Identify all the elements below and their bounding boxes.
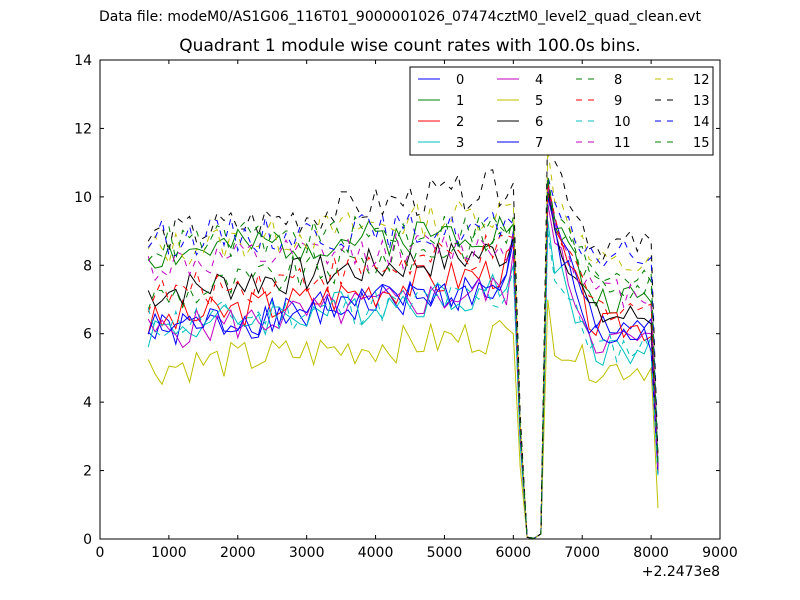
- legend-label-6: 6: [535, 115, 543, 130]
- legend-label-14: 14: [693, 115, 710, 130]
- axes-frame: [99, 59, 721, 540]
- x-tick-label: 0: [96, 545, 105, 561]
- x-tick-label: 8000: [633, 545, 669, 561]
- legend-label-11: 11: [614, 136, 631, 151]
- series-line-6: [147, 186, 659, 539]
- x-tick-label: 3000: [289, 545, 325, 561]
- x-tick-label: 9000: [702, 545, 738, 561]
- legend-label-2: 2: [456, 115, 464, 130]
- x-tick-label: 1000: [151, 545, 187, 561]
- series-layer: [147, 121, 659, 539]
- legend-label-12: 12: [693, 73, 710, 88]
- x-tick-label: 7000: [564, 545, 600, 561]
- x-tick-label: 5000: [427, 545, 463, 561]
- legend-label-5: 5: [535, 94, 543, 109]
- legend-label-8: 8: [614, 73, 622, 88]
- legend-label-1: 1: [456, 94, 464, 109]
- x-tick-label: 2000: [220, 545, 256, 561]
- legend-label-3: 3: [456, 136, 464, 151]
- legend-frame: [409, 66, 714, 156]
- x-offset-label: +2.2473e8: [642, 564, 720, 580]
- legend-label-7: 7: [535, 136, 543, 151]
- y-tick-label: 10: [74, 190, 92, 206]
- y-tick-label: 14: [74, 53, 92, 69]
- x-tick-label: 6000: [496, 545, 532, 561]
- x-tick-label: 4000: [358, 545, 394, 561]
- series-line-10: [147, 231, 659, 539]
- series-line-7: [147, 196, 659, 539]
- series-line-1: [147, 179, 659, 539]
- y-tick-label: 0: [83, 532, 92, 548]
- series-line-13: [147, 121, 659, 539]
- y-tick-label: 6: [83, 327, 92, 343]
- legend-label-15: 15: [693, 136, 710, 151]
- series-line-11: [147, 186, 659, 539]
- legend-label-13: 13: [693, 94, 710, 109]
- series-line-14: [147, 176, 659, 539]
- legend-label-9: 9: [614, 94, 622, 109]
- series-line-2: [147, 193, 659, 539]
- legend-label-4: 4: [535, 73, 543, 88]
- y-tick-label: 2: [83, 464, 92, 480]
- series-line-15: [147, 176, 659, 539]
- chart-title: Quadrant 1 module wise count rates with …: [179, 36, 641, 56]
- series-line-0: [147, 186, 659, 539]
- y-tick-label: 8: [83, 258, 92, 274]
- y-tick-label: 4: [83, 395, 92, 411]
- series-line-5: [147, 299, 659, 539]
- series-line-12: [147, 148, 659, 539]
- y-tick-label: 12: [74, 121, 92, 137]
- legend-label-10: 10: [614, 115, 631, 130]
- legend-label-0: 0: [456, 73, 464, 88]
- figure-suptitle: Data file: modeM0/AS1G06_116T01_90000010…: [99, 9, 701, 25]
- tick-layer: 0 1000 2000 3000 4000 5000 6000 7000 8000 9000 0 2 4…: [74, 53, 738, 561]
- series-line-3: [147, 220, 659, 539]
